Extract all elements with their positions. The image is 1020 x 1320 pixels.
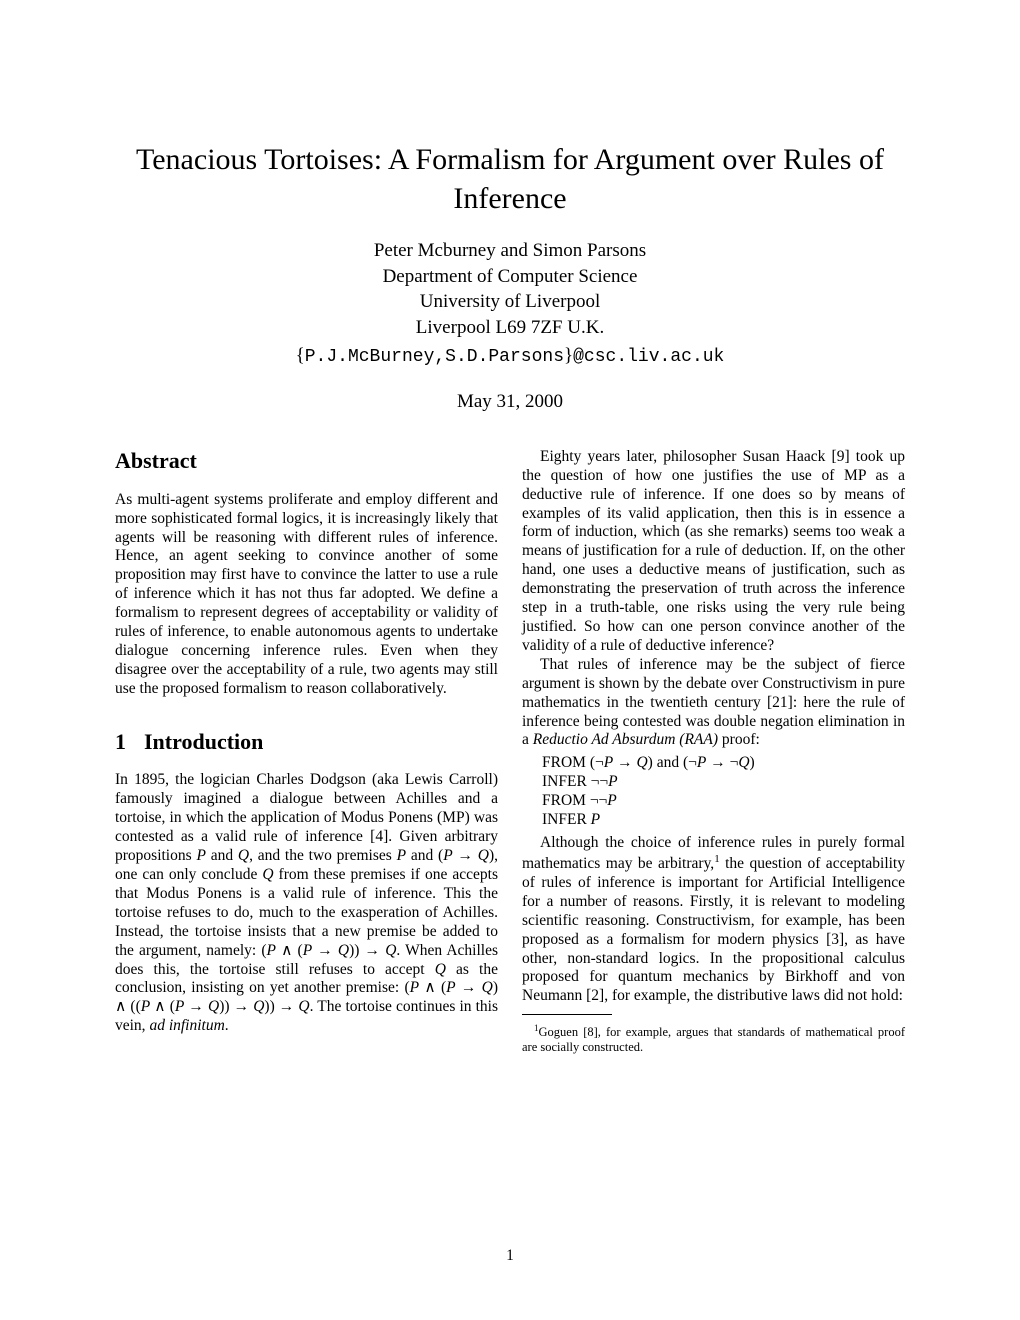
abstract-text: As multi-agent systems proliferate and e…: [115, 491, 498, 699]
body-paragraph-haack: Eighty years later, philosopher Susan Ha…: [522, 448, 905, 656]
paper-title: Tenacious Tortoises: A Formalism for Arg…: [115, 140, 905, 218]
intro-heading: 1 Introduction: [115, 729, 498, 756]
formula-line-1: FROM (¬P → Q) and (¬P → ¬Q): [542, 754, 905, 773]
intro-number: 1: [115, 729, 126, 756]
formula-line-3: FROM ¬¬P: [542, 792, 905, 811]
authors-email: {P.J.McBurney,S.D.Parsons}@csc.liv.ac.uk: [115, 343, 905, 369]
intro-title: Introduction: [144, 729, 263, 754]
raa-formula-block: FROM (¬P → Q) and (¬P → ¬Q) INFER ¬¬P FR…: [522, 754, 905, 830]
intro-paragraph-1: In 1895, the logician Charles Dodgson (a…: [115, 771, 498, 1036]
abstract-section: Abstract As multi-agent systems prolifer…: [115, 448, 498, 699]
authors-dept: Department of Computer Science: [115, 264, 905, 290]
authors-address: Liverpool L69 7ZF U.K.: [115, 315, 905, 341]
body-paragraph-ai: Although the choice of inference rules i…: [522, 834, 905, 1006]
body-columns: Abstract As multi-agent systems prolifer…: [115, 448, 905, 1056]
paper-date: May 31, 2000: [115, 391, 905, 413]
footnote-rule: [522, 1014, 612, 1015]
formula-line-2: INFER ¬¬P: [542, 773, 905, 792]
paper-page: Tenacious Tortoises: A Formalism for Arg…: [0, 0, 1020, 1135]
body-paragraph-constructivism: That rules of inference may be the subje…: [522, 656, 905, 751]
abstract-heading: Abstract: [115, 448, 498, 475]
author-block: Peter Mcburney and Simon Parsons Departm…: [115, 238, 905, 369]
authors-names: Peter Mcburney and Simon Parsons: [115, 238, 905, 264]
authors-university: University of Liverpool: [115, 289, 905, 315]
formula-line-4: INFER P: [542, 811, 905, 830]
footnote-1: 1Goguen [8], for example, argues that st…: [522, 1023, 905, 1055]
page-number: 1: [0, 1247, 1020, 1265]
